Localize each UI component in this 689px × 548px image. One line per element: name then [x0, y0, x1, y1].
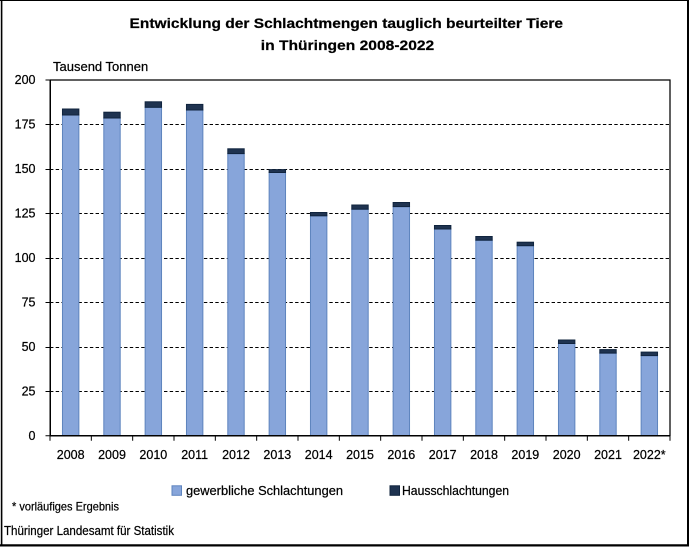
svg-text:2016: 2016 — [387, 448, 415, 462]
svg-text:0: 0 — [29, 429, 36, 443]
svg-text:2014: 2014 — [305, 448, 333, 462]
svg-text:gewerbliche Schlachtungen: gewerbliche Schlachtungen — [186, 484, 343, 498]
svg-text:2018: 2018 — [470, 448, 498, 462]
svg-text:2017: 2017 — [429, 448, 457, 462]
svg-text:2019: 2019 — [511, 448, 539, 462]
svg-text:125: 125 — [15, 207, 36, 221]
svg-text:2020: 2020 — [553, 448, 581, 462]
svg-text:25: 25 — [22, 385, 36, 399]
svg-text:75: 75 — [22, 296, 36, 310]
svg-text:Entwicklung der Schlachtmengen: Entwicklung der Schlachtmengen tauglich … — [130, 16, 564, 32]
svg-text:in Thüringen 2008-2022: in Thüringen 2008-2022 — [261, 38, 435, 54]
svg-text:Thüringer Landesamt für Statis: Thüringer Landesamt für Statistik — [4, 524, 175, 538]
svg-text:Tausend Tonnen: Tausend Tonnen — [53, 59, 148, 74]
svg-text:Hausschlachtungen: Hausschlachtungen — [402, 484, 509, 498]
svg-text:2010: 2010 — [139, 448, 167, 462]
svg-text:2021: 2021 — [594, 448, 622, 462]
svg-text:2012: 2012 — [222, 448, 250, 462]
svg-text:200: 200 — [15, 73, 36, 87]
svg-text:2008: 2008 — [57, 448, 85, 462]
svg-text:2013: 2013 — [263, 448, 291, 462]
svg-text:2011: 2011 — [181, 448, 208, 462]
svg-text:2009: 2009 — [98, 448, 126, 462]
svg-text:2015: 2015 — [346, 448, 374, 462]
svg-text:2022*: 2022* — [633, 448, 666, 462]
svg-text:150: 150 — [15, 162, 36, 176]
svg-text:50: 50 — [22, 340, 36, 354]
svg-text:100: 100 — [15, 251, 36, 265]
svg-text:* vorläufiges Ergebnis: * vorläufiges Ergebnis — [12, 500, 119, 514]
svg-text:175: 175 — [15, 118, 36, 132]
